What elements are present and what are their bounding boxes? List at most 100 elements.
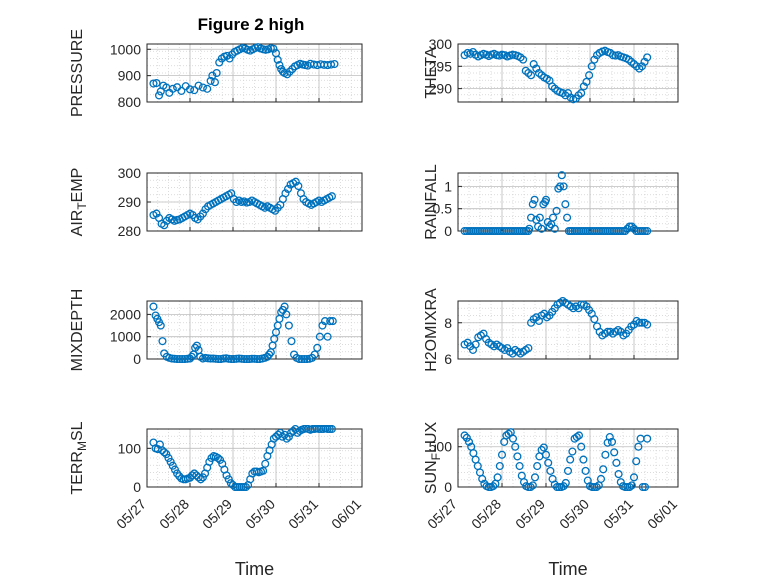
- data-point: [154, 91, 164, 100]
- data-point: [219, 354, 228, 363]
- data-point: [625, 482, 634, 491]
- data-point: [635, 318, 644, 327]
- y-tick-label: 0: [133, 479, 141, 495]
- y-axis-label: PRESSURE: [69, 29, 86, 117]
- data-point: [212, 68, 221, 78]
- data-point: [326, 317, 335, 326]
- data-point: [601, 450, 610, 459]
- data-point: [204, 354, 213, 363]
- data-point: [276, 428, 285, 437]
- x-tick-label: 05/27: [424, 496, 460, 532]
- data-point: [242, 354, 251, 363]
- y-tick-label: 0: [444, 479, 452, 495]
- data-point: [222, 51, 232, 60]
- data-point: [183, 354, 192, 363]
- axes-box: [457, 172, 679, 232]
- data-point: [530, 195, 539, 204]
- figure-title: Figure 2 high: [198, 15, 305, 34]
- data-point: [285, 67, 294, 76]
- data-point: [616, 478, 625, 487]
- y-tick-label: 280: [118, 223, 142, 239]
- y-tick-label: 290: [118, 194, 142, 210]
- data-point: [250, 354, 259, 363]
- x-tick-label: 05/29: [199, 496, 235, 532]
- data-point: [295, 354, 304, 363]
- data-point: [330, 59, 339, 69]
- data-point: [621, 226, 630, 235]
- data-point: [241, 482, 250, 491]
- data-point: [206, 76, 215, 85]
- data-point: [160, 448, 169, 457]
- data-point: [528, 481, 537, 490]
- data-point: [519, 55, 528, 64]
- data-point: [643, 434, 652, 443]
- data-point: [464, 437, 474, 446]
- x-tick-label: 05/28: [156, 496, 192, 532]
- data-point: [612, 458, 621, 467]
- y-tick-label: 1: [444, 178, 452, 194]
- data-point: [300, 354, 309, 363]
- data-point: [227, 354, 236, 363]
- y-tick-label: 290: [429, 81, 453, 97]
- data-point: [504, 429, 513, 438]
- data-point: [530, 473, 540, 482]
- data-point: [265, 350, 274, 359]
- data-point: [559, 182, 568, 191]
- data-point: [468, 47, 478, 57]
- data-point: [550, 224, 559, 233]
- data-point: [526, 71, 536, 80]
- y-tick-label: 6: [444, 351, 452, 367]
- data-point: [563, 213, 572, 222]
- data-point: [177, 86, 186, 95]
- data-point: [156, 321, 165, 330]
- y-tick-label: 8: [444, 315, 452, 331]
- y-tick-label: 300: [118, 165, 142, 181]
- data-point: [288, 64, 297, 74]
- panel-1: 800 900 1000 PRESSURE: [69, 29, 363, 117]
- data-point: [284, 432, 293, 441]
- data-point: [579, 455, 588, 464]
- data-point: [194, 81, 203, 90]
- y-axis-label: MIXDEPTH: [69, 289, 86, 372]
- data-point: [535, 213, 544, 222]
- y-axis-label: AIRTEMP: [69, 168, 89, 237]
- data-point: [318, 321, 327, 330]
- data-point: [603, 327, 612, 336]
- data-point: [581, 466, 590, 475]
- data-point: [302, 354, 312, 363]
- data-point: [198, 473, 207, 482]
- data-point: [175, 354, 184, 363]
- data-point: [539, 443, 548, 452]
- data-point: [216, 455, 225, 464]
- axes-box: [146, 300, 363, 360]
- data-point: [513, 452, 522, 461]
- data-points: [149, 302, 337, 363]
- data-point: [168, 461, 177, 470]
- data-point: [310, 350, 319, 359]
- data-point: [607, 437, 617, 446]
- data-point: [224, 475, 233, 484]
- data-point: [556, 182, 565, 191]
- axes-box: [146, 428, 363, 488]
- data-point: [557, 171, 566, 180]
- data-points: [149, 43, 339, 100]
- data-point: [526, 482, 535, 491]
- data-points: [149, 425, 336, 491]
- data-point: [478, 474, 487, 483]
- data-point: [599, 465, 608, 474]
- data-point: [634, 442, 643, 451]
- data-point: [294, 182, 303, 191]
- data-point: [643, 53, 652, 62]
- data-point: [284, 321, 293, 330]
- data-point: [632, 457, 641, 466]
- data-point: [460, 431, 469, 440]
- y-tick-label: 0: [133, 351, 141, 367]
- data-points: [460, 171, 652, 235]
- y-tick-label: 500: [429, 439, 453, 455]
- data-point: [327, 425, 336, 434]
- y-tick-label: 2000: [110, 306, 141, 322]
- data-point: [167, 354, 176, 363]
- data-point: [640, 482, 650, 491]
- data-point: [237, 354, 246, 363]
